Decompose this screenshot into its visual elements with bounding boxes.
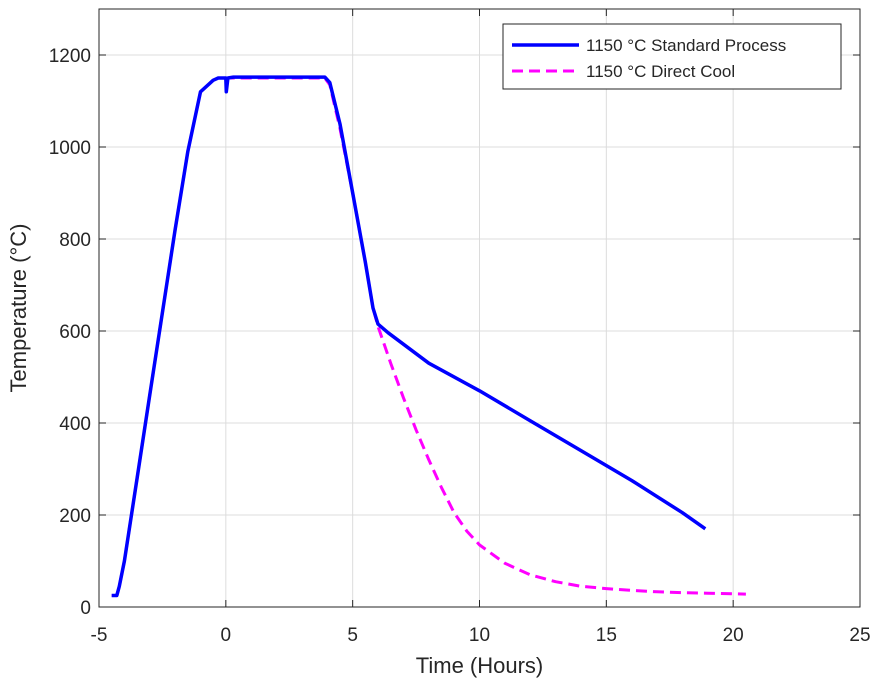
- x-tick-label: 15: [596, 625, 617, 646]
- series-line-standard-process: [111, 75, 707, 598]
- y-tick-label: 1200: [49, 46, 91, 67]
- y-tick-label: 1000: [49, 138, 91, 159]
- x-tick-label: 25: [849, 625, 870, 646]
- y-tick-label: 200: [59, 506, 91, 527]
- legend-label-direct-cool: 1150 °C Direct Cool: [586, 62, 735, 81]
- legend-box: [502, 23, 842, 90]
- y-tick-label: 0: [80, 598, 91, 619]
- y-tick-label: 800: [59, 230, 91, 251]
- y-tick-label: 600: [59, 322, 91, 343]
- series-lines: [111, 75, 746, 598]
- x-axis-label: Time (Hours): [416, 653, 544, 678]
- x-tick-label: 5: [347, 625, 358, 646]
- x-tick-label: 0: [221, 625, 232, 646]
- x-tick-label: 20: [723, 625, 744, 646]
- x-tick-label: -5: [91, 625, 108, 646]
- legend: 1150 °C Standard Process 1150 °C Direct …: [502, 23, 842, 90]
- legend-label-standard-process: 1150 °C Standard Process: [586, 36, 786, 55]
- y-axis-label: Temperature (°C): [6, 224, 31, 393]
- y-tick-label: 400: [59, 414, 91, 435]
- x-tick-label: 10: [469, 625, 490, 646]
